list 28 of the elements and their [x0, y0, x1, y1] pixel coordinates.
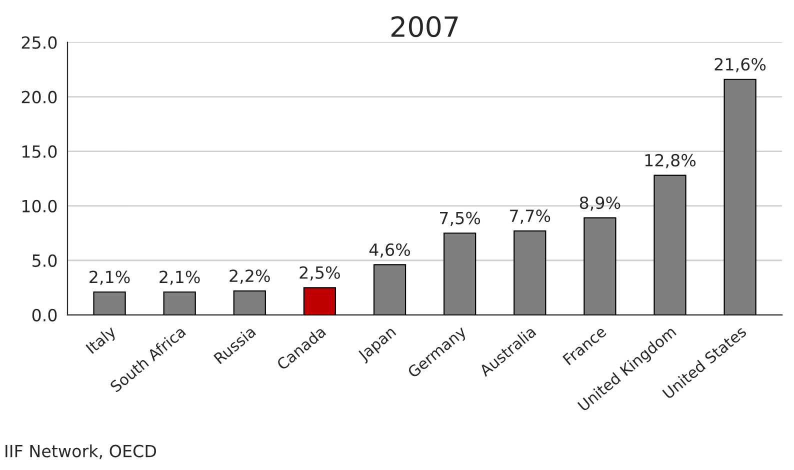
- y-tick-label: 5.0: [32, 254, 57, 267]
- bar: [724, 78, 756, 315]
- y-tick-label: 15.0: [22, 145, 57, 158]
- bar: [233, 290, 266, 315]
- data-label: 12,8%: [645, 154, 696, 168]
- data-label: 8,9%: [580, 196, 620, 211]
- bar: [514, 230, 546, 315]
- bar: [444, 232, 476, 315]
- y-tick-label: 25.0: [22, 36, 57, 49]
- data-label: 2,5%: [300, 266, 340, 281]
- data-label: 7,5%: [440, 212, 480, 226]
- bar: [303, 287, 336, 315]
- bar: [163, 291, 196, 315]
- data-label: 7,7%: [510, 210, 550, 224]
- bar: [373, 264, 406, 315]
- data-label: 4,6%: [369, 243, 410, 258]
- y-tick-label: 0.0: [32, 308, 57, 322]
- data-label: 21,6%: [714, 58, 766, 72]
- bar: [654, 174, 686, 315]
- data-label: 2,1%: [160, 270, 200, 285]
- y-tick-label: 10.0: [22, 200, 57, 212]
- data-label: 2,2%: [230, 270, 270, 284]
- bar: [584, 217, 616, 315]
- chart-title: 2007: [391, 16, 458, 38]
- y-tick-label: 20.0: [22, 90, 57, 104]
- text: IIF Network, OECD: [6, 444, 156, 460]
- data-label: 2,1%: [90, 270, 130, 285]
- bar: [93, 291, 126, 315]
